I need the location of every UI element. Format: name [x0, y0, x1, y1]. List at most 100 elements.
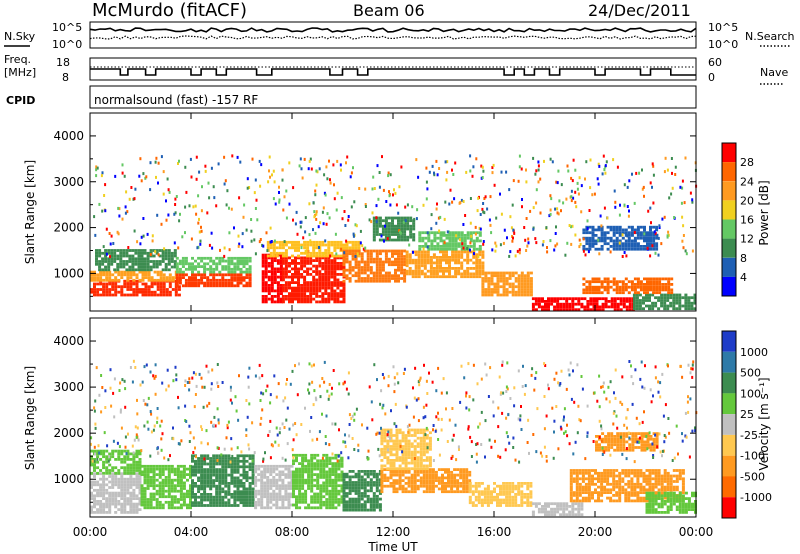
power-cell [155, 265, 159, 269]
power-cell [622, 300, 626, 303]
velocity-cell [108, 505, 112, 509]
velocity-cell [322, 481, 326, 485]
power-speck [174, 203, 177, 206]
velocity-cell [319, 492, 323, 496]
power-cell [366, 266, 370, 269]
velocity-cell [242, 498, 246, 502]
power-cell [418, 234, 422, 237]
power-cell [141, 273, 145, 277]
power-cell [105, 290, 109, 294]
velocity-cell [233, 493, 237, 496]
power-cell [433, 236, 437, 240]
velocity-cell [410, 450, 414, 454]
power-speck [315, 183, 318, 187]
power-cell [496, 285, 500, 289]
power-speck [482, 169, 485, 173]
power-speck [354, 255, 357, 258]
velocity-cell [410, 479, 414, 482]
power-speck [666, 234, 669, 238]
velocity-cell [292, 462, 295, 465]
power-cell [212, 284, 216, 288]
velocity-cell [233, 504, 237, 507]
velocity-cell [105, 500, 109, 503]
power-cell [600, 247, 604, 251]
power-cell [687, 299, 691, 302]
station-title: McMurdo (fitACF) [92, 0, 247, 21]
power-cell [445, 234, 449, 237]
power-cell [484, 293, 488, 297]
power-cell [420, 264, 424, 268]
velocity-cell [272, 464, 276, 468]
velocity-cell [242, 484, 246, 488]
power-cell [165, 276, 169, 279]
power-cell [550, 297, 554, 301]
velocity-cell [105, 511, 109, 514]
power-cell [167, 257, 171, 261]
power-cell [621, 231, 625, 235]
power-cell [181, 276, 185, 279]
power-speck [162, 170, 165, 174]
power-cell [448, 267, 451, 270]
velocity-cell [310, 489, 314, 493]
power-cell [397, 268, 400, 272]
power-cell [294, 270, 297, 273]
power-cell [547, 297, 550, 301]
power-cell [348, 246, 352, 250]
power-cell [300, 251, 304, 255]
power-cell [98, 254, 102, 258]
velocity-cell [380, 431, 384, 435]
power-speck [499, 243, 502, 247]
power-cell [661, 277, 665, 281]
velocity-cell [251, 462, 255, 466]
velocity-cell [287, 481, 291, 485]
power-cell [432, 253, 436, 257]
power-speck [109, 255, 111, 259]
velocity-cell [404, 453, 408, 457]
power-cell [586, 305, 590, 309]
velocity-cell [149, 492, 153, 496]
velocity-cell [386, 484, 390, 488]
power-cell [687, 307, 691, 311]
velocity-cell [126, 502, 130, 506]
velocity-cell [242, 501, 246, 505]
power-speck [323, 191, 326, 195]
power-cell [108, 288, 112, 291]
velocity-cell [263, 487, 267, 490]
power-speck [554, 232, 557, 235]
power-cell [233, 262, 237, 266]
power-speck [93, 215, 96, 219]
power-cell [279, 292, 283, 295]
velocity-cell [143, 473, 147, 476]
velocity-cell [395, 434, 399, 437]
power-cell [149, 260, 153, 263]
velocity-cell [389, 434, 393, 437]
power-speck [383, 239, 385, 243]
power-cell [309, 300, 313, 304]
velocity-cell [105, 449, 109, 453]
power-cell [276, 300, 280, 304]
power-cell [600, 283, 604, 286]
power-cell [354, 274, 358, 278]
power-cell [439, 239, 443, 243]
power-cell [306, 267, 310, 271]
power-speck [316, 170, 319, 174]
velocity-cell [395, 450, 399, 454]
colorbar-segment [722, 276, 736, 296]
power-cell [273, 273, 277, 276]
velocity-cell [389, 428, 393, 432]
power-cell [333, 292, 337, 295]
power-cell [627, 291, 631, 295]
velocity-cell [345, 472, 349, 476]
velocity-cell [233, 462, 237, 466]
velocity-cell [313, 506, 317, 510]
velocity-cell [444, 476, 447, 480]
power-speck [518, 248, 521, 252]
power-cell [248, 276, 252, 279]
power-cell [111, 282, 115, 286]
velocity-cell [401, 431, 405, 435]
power-cell [531, 305, 535, 309]
power-cell [658, 285, 662, 289]
power-cell [324, 254, 328, 258]
power-speck [314, 193, 317, 197]
velocity-cell [167, 481, 171, 485]
